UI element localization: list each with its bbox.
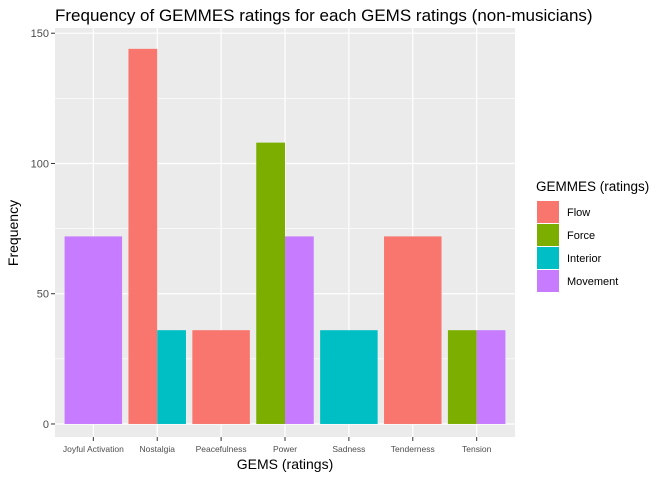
legend-key-interior	[537, 247, 559, 269]
y-axis-title: Frequency	[5, 200, 21, 266]
bar-tension-force	[447, 330, 477, 424]
bar-sadness-interior	[320, 330, 378, 424]
legend-key-force	[537, 224, 559, 246]
y-tick-label: 150	[31, 28, 49, 40]
bar-peacefulness-flow	[192, 330, 250, 424]
x-tick-label-tension: Tension	[462, 444, 492, 454]
chart-title: Frequency of GEMMES ratings for each GEM…	[55, 6, 593, 25]
legend-label-movement: Movement	[567, 276, 618, 288]
bar-tenderness-flow	[384, 236, 442, 424]
x-tick-label-joyful-activation: Joyful Activation	[63, 444, 124, 454]
bars	[64, 48, 506, 424]
y-tick-label: 100	[31, 158, 49, 170]
x-tick-label-tenderness: Tenderness	[391, 444, 435, 454]
bar-nostalgia-interior	[157, 330, 186, 424]
bar-tension-movement	[476, 330, 506, 424]
x-tick-label-peacefulness: Peacefulness	[196, 444, 247, 454]
legend: GEMMES (ratings) Flow Force Interior Moveme…	[536, 179, 649, 292]
legend-label-interior: Interior	[567, 253, 602, 265]
x-tick-label-sadness: Sadness	[332, 444, 365, 454]
y-tick-label: 0	[43, 419, 49, 431]
bar-power-movement	[285, 236, 314, 424]
x-axis-title: GEMS (ratings)	[237, 456, 333, 472]
x-tick-label-nostalgia: Nostalgia	[140, 444, 176, 454]
x-tick-label-power: Power	[273, 444, 297, 454]
bar-joyful-activation-movement	[64, 236, 123, 424]
legend-title: GEMMES (ratings)	[536, 179, 649, 194]
bar-power-force	[256, 142, 285, 424]
y-tick-label: 50	[37, 289, 49, 301]
bar-nostalgia-flow	[128, 48, 158, 424]
legend-label-force: Force	[567, 230, 595, 242]
legend-key-flow	[537, 201, 559, 223]
legend-key-movement	[537, 270, 559, 292]
x-axis: Joyful Activation Nostalgia Peacefulness Po…	[63, 437, 492, 454]
legend-label-flow: Flow	[567, 207, 590, 219]
y-axis: 0 50 100 150	[31, 28, 55, 431]
